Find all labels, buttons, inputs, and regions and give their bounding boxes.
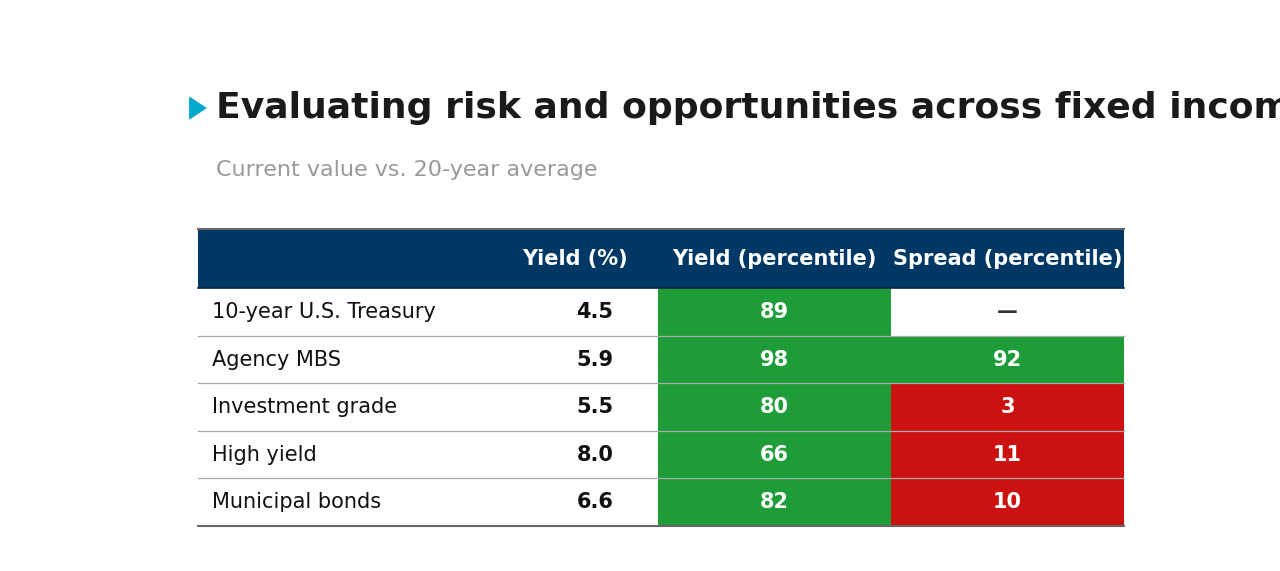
Text: 5.9: 5.9 [576, 349, 613, 369]
Text: 10: 10 [993, 492, 1023, 512]
Text: 11: 11 [993, 445, 1023, 465]
Bar [197, 431, 658, 478]
Bar [658, 431, 891, 478]
Text: High yield: High yield [211, 445, 316, 465]
Bar [658, 383, 891, 431]
Text: 6.6: 6.6 [576, 492, 613, 512]
Text: 82: 82 [760, 492, 788, 512]
Text: 98: 98 [760, 349, 788, 369]
Polygon shape [189, 98, 206, 119]
Bar [197, 229, 1124, 288]
Bar [197, 288, 658, 336]
Text: 5.5: 5.5 [576, 397, 613, 417]
Text: Investment grade: Investment grade [211, 397, 397, 417]
Bar [891, 336, 1124, 383]
Text: 10-year U.S. Treasury: 10-year U.S. Treasury [211, 302, 435, 322]
Bar [891, 431, 1124, 478]
Text: Spread (percentile): Spread (percentile) [893, 249, 1123, 269]
Text: Agency MBS: Agency MBS [211, 349, 340, 369]
Bar [197, 336, 658, 383]
Bar [891, 478, 1124, 526]
Text: 3: 3 [1001, 397, 1015, 417]
Text: 66: 66 [760, 445, 788, 465]
Text: Evaluating risk and opportunities across fixed income: Evaluating risk and opportunities across… [215, 91, 1280, 125]
Text: 8.0: 8.0 [576, 445, 613, 465]
Bar [658, 478, 891, 526]
Text: Current value vs. 20-year average: Current value vs. 20-year average [215, 160, 596, 180]
Bar [658, 336, 891, 383]
Text: Municipal bonds: Municipal bonds [211, 492, 380, 512]
Bar [658, 288, 891, 336]
Text: Yield (percentile): Yield (percentile) [672, 249, 877, 269]
Bar [197, 383, 658, 431]
Bar [891, 383, 1124, 431]
Text: 92: 92 [993, 349, 1023, 369]
Text: 89: 89 [760, 302, 788, 322]
Bar [891, 288, 1124, 336]
Text: Yield (%): Yield (%) [522, 249, 628, 269]
Text: 4.5: 4.5 [576, 302, 613, 322]
Bar [197, 478, 658, 526]
Text: —: — [997, 302, 1018, 322]
Text: 80: 80 [760, 397, 788, 417]
